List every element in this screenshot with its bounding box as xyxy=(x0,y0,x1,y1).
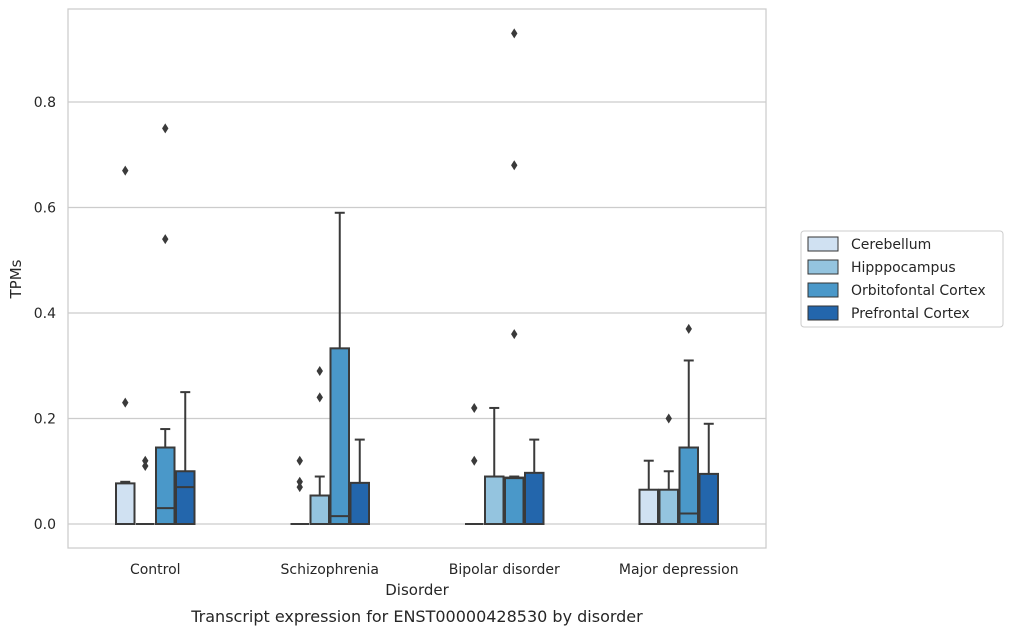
box-cerebellum-2 xyxy=(465,402,484,525)
legend-entry: Orbitofontal Cortex xyxy=(807,282,986,299)
legend-swatch xyxy=(807,259,839,275)
outlier-point xyxy=(122,165,129,176)
box-plot-area xyxy=(115,28,719,526)
box-orbitofontal-cortex-1 xyxy=(329,211,350,525)
box xyxy=(175,470,196,525)
box xyxy=(638,488,659,525)
outlier-point xyxy=(471,455,478,466)
legend-frame xyxy=(800,230,1004,328)
outlier-point xyxy=(511,28,518,39)
outlier-point xyxy=(162,234,169,245)
box-hipppocampus-2 xyxy=(484,406,505,525)
outlier-point xyxy=(142,455,149,466)
outlier-point xyxy=(685,323,692,334)
y-tick-label: 0.4 xyxy=(34,306,56,322)
outlier-point xyxy=(122,397,129,408)
outlier-point xyxy=(296,476,303,487)
y-tick-label: 0.8 xyxy=(34,95,56,111)
box xyxy=(349,481,370,526)
outlier-point xyxy=(316,366,323,377)
y-axis-ticks: 0.0 0.2 0.4 0.6 0.8 xyxy=(34,95,56,533)
y-tick-label: 0.6 xyxy=(34,201,56,217)
box-prefrontal-cortex-1 xyxy=(349,438,370,526)
box-cerebellum-3 xyxy=(638,459,659,525)
legend-label: Cerebellum xyxy=(851,237,931,253)
chart-caption: Transcript expression for ENST0000042853… xyxy=(190,607,643,626)
box xyxy=(155,446,176,526)
box-cerebellum-0 xyxy=(115,165,136,526)
legend-swatch xyxy=(807,305,839,321)
box-prefrontal-cortex-2 xyxy=(524,438,545,525)
box xyxy=(115,482,136,526)
box-hipppocampus-1 xyxy=(309,366,330,526)
legend-swatch xyxy=(807,282,839,298)
box-orbitofontal-cortex-2 xyxy=(504,28,525,525)
outlier-point xyxy=(296,455,303,466)
box-cerebellum-1 xyxy=(290,455,309,525)
box xyxy=(658,488,679,525)
outlier-point xyxy=(296,482,303,493)
y-tick-label: 0.0 xyxy=(34,517,56,533)
box xyxy=(698,472,719,526)
legend: Cerebellum Hipppocampus Orbitofontal Corte… xyxy=(800,230,1004,328)
legend-entry: Cerebellum xyxy=(807,236,931,253)
outlier-point xyxy=(142,460,149,471)
x-tick-label: Major depression xyxy=(619,562,739,578)
box xyxy=(504,476,525,525)
legend-entry: Prefrontal Cortex xyxy=(807,305,970,322)
box xyxy=(309,494,330,526)
legend-entry: Hipppocampus xyxy=(807,259,956,276)
box-hipppocampus-3 xyxy=(658,413,679,525)
legend-swatch xyxy=(807,236,839,252)
legend-label: Hipppocampus xyxy=(851,260,956,276)
y-axis-label: TPMs xyxy=(7,259,25,299)
x-tick-label: Bipolar disorder xyxy=(449,562,560,578)
outlier-point xyxy=(162,123,169,134)
box xyxy=(524,471,545,525)
box-prefrontal-cortex-3 xyxy=(698,422,719,526)
x-axis-ticks: Control Schizophrenia Bipolar disorder Majo… xyxy=(130,562,739,578)
box xyxy=(678,446,699,526)
box-orbitofontal-cortex-3 xyxy=(678,323,699,526)
outlier-point xyxy=(665,413,672,424)
box-orbitofontal-cortex-0 xyxy=(155,123,176,526)
outlier-point xyxy=(471,402,478,413)
box xyxy=(484,475,505,525)
legend-label: Orbitofontal Cortex xyxy=(851,283,986,299)
outlier-point xyxy=(511,329,518,340)
plot-frame xyxy=(67,8,767,549)
box xyxy=(329,347,350,525)
x-tick-label: Schizophrenia xyxy=(281,562,379,578)
box-prefrontal-cortex-0 xyxy=(175,391,196,525)
box-hipppocampus-0 xyxy=(136,455,155,525)
outlier-point xyxy=(316,392,323,403)
y-tick-label: 0.2 xyxy=(34,412,56,428)
legend-label: Prefrontal Cortex xyxy=(851,306,970,322)
x-axis-label: Disorder xyxy=(385,581,449,599)
outlier-point xyxy=(511,160,518,171)
x-tick-label: Control xyxy=(130,562,181,578)
